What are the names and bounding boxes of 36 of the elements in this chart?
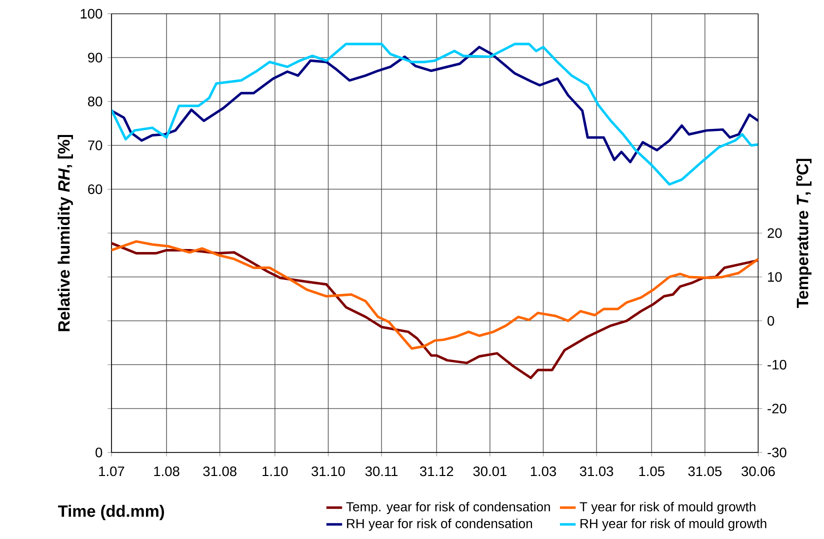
x-tick-label: 30.11: [365, 466, 398, 476]
x-axis-title: Time (dd.mm): [58, 505, 164, 520]
y2-tick-label: 0: [768, 316, 774, 326]
y-tick-label: 0: [96, 448, 102, 458]
y2-tick-label: 10: [768, 272, 782, 282]
y-tick-label: 90: [88, 52, 102, 63]
x-tick-label: 30.06: [742, 466, 775, 476]
y2-tick-label: 20: [768, 228, 782, 238]
y-tick-label: 60: [88, 184, 102, 194]
y2-axis-title: Temperature T, [ºC]: [796, 159, 812, 308]
y2-tick-label: -20: [768, 404, 786, 414]
x-tick-label: 31.12: [420, 466, 454, 476]
line-series: [111, 240, 758, 350]
line-series: [111, 242, 758, 380]
x-tick-label: 1.07: [99, 466, 124, 476]
x-tick-label: 1.05: [639, 466, 664, 476]
y-axis-title: Relative humidity RH, [%]: [58, 135, 73, 332]
legend-label: RH year for risk of condensation: [347, 518, 532, 531]
x-tick-label: 31.03: [580, 466, 614, 476]
y2-tick-label: -10: [768, 360, 786, 370]
x-tick-label: 1.10: [262, 466, 288, 476]
x-tick-label: 31.10: [312, 466, 345, 476]
x-tick-label: 30.01: [473, 466, 506, 476]
x-tick-label: 31.05: [688, 466, 722, 476]
y-tick-label: 70: [88, 140, 102, 150]
x-tick-label: 1.08: [154, 466, 180, 476]
legend-label: T year for risk of mould growth: [580, 502, 756, 514]
line-series: [111, 42, 758, 186]
legend-label: RH year for risk of mould growth: [580, 518, 766, 531]
legend-label: Temp. year for risk of condensation: [346, 502, 550, 514]
y2-tick-label: -30: [768, 448, 786, 458]
x-tick-label: 31.08: [203, 466, 236, 476]
y-tick-label: 100: [80, 8, 102, 19]
line-series: [111, 46, 758, 164]
x-tick-label: 1.03: [530, 466, 556, 476]
y-tick-label: 80: [88, 96, 102, 106]
